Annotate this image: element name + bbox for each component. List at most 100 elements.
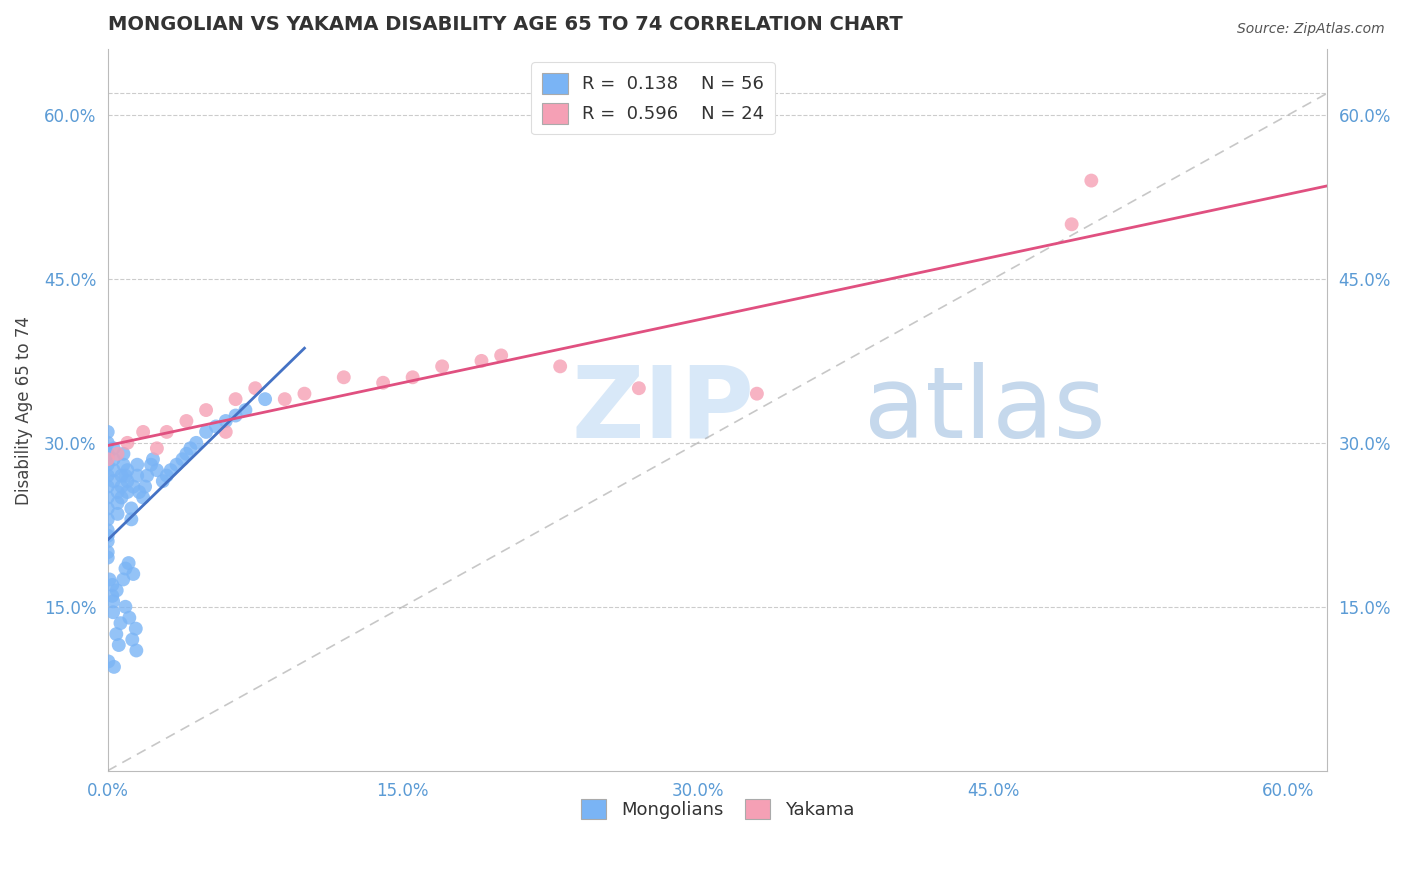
- Point: [103, 452, 125, 467]
- Point: [107, 638, 129, 652]
- Point: [101, 605, 124, 619]
- Point: [146, 463, 169, 477]
- Point: [120, 501, 142, 516]
- Point: [101, 589, 124, 603]
- Point: [97, 501, 120, 516]
- Point: [127, 458, 149, 472]
- Point: [97, 534, 120, 549]
- Text: atlas: atlas: [863, 361, 1105, 458]
- Point: [121, 632, 143, 647]
- Text: ZIP: ZIP: [571, 361, 754, 458]
- Point: [333, 370, 356, 384]
- Point: [97, 468, 120, 483]
- Text: MONGOLIAN VS YAKAMA DISABILITY AGE 65 TO 74 CORRELATION CHART: MONGOLIAN VS YAKAMA DISABILITY AGE 65 TO…: [108, 15, 903, 34]
- Point: [128, 485, 150, 500]
- Point: [195, 403, 218, 417]
- Point: [114, 599, 136, 614]
- Point: [1080, 173, 1102, 187]
- Point: [97, 512, 120, 526]
- Point: [112, 573, 135, 587]
- Point: [235, 403, 257, 417]
- Point: [152, 474, 174, 488]
- Point: [97, 479, 120, 493]
- Point: [117, 435, 139, 450]
- Point: [103, 442, 125, 456]
- Point: [371, 376, 394, 390]
- Point: [103, 660, 125, 674]
- Point: [107, 485, 129, 500]
- Point: [215, 425, 238, 439]
- Point: [117, 485, 139, 500]
- Point: [274, 392, 297, 406]
- Point: [97, 447, 120, 461]
- Point: [114, 561, 136, 575]
- Point: [430, 359, 453, 374]
- Point: [122, 479, 145, 493]
- Legend: Mongolians, Yakama: Mongolians, Yakama: [574, 791, 862, 827]
- Point: [132, 491, 155, 505]
- Point: [101, 594, 124, 608]
- Point: [254, 392, 277, 406]
- Point: [489, 348, 512, 362]
- Point: [125, 643, 148, 657]
- Point: [110, 468, 132, 483]
- Point: [294, 386, 316, 401]
- Point: [114, 468, 136, 483]
- Point: [97, 523, 120, 537]
- Point: [110, 491, 132, 505]
- Point: [125, 622, 148, 636]
- Point: [107, 496, 129, 510]
- Y-axis label: Disability Age 65 to 74: Disability Age 65 to 74: [15, 316, 32, 505]
- Point: [156, 425, 179, 439]
- Text: Source: ZipAtlas.com: Source: ZipAtlas.com: [1237, 22, 1385, 37]
- Point: [176, 447, 198, 461]
- Point: [159, 463, 181, 477]
- Point: [97, 545, 120, 559]
- Point: [146, 442, 169, 456]
- Point: [548, 359, 571, 374]
- Point: [97, 452, 120, 467]
- Point: [97, 550, 120, 565]
- Point: [132, 425, 155, 439]
- Point: [401, 370, 423, 384]
- Point: [107, 507, 129, 521]
- Point: [166, 458, 188, 472]
- Point: [97, 425, 120, 439]
- Point: [120, 512, 142, 526]
- Point: [97, 491, 120, 505]
- Point: [105, 583, 128, 598]
- Point: [122, 566, 145, 581]
- Point: [107, 447, 129, 461]
- Point: [627, 381, 650, 395]
- Point: [134, 479, 156, 493]
- Point: [205, 419, 228, 434]
- Point: [103, 463, 125, 477]
- Point: [97, 529, 120, 543]
- Point: [110, 616, 132, 631]
- Point: [225, 409, 247, 423]
- Point: [101, 578, 124, 592]
- Point: [105, 627, 128, 641]
- Point: [112, 458, 135, 472]
- Point: [118, 610, 141, 624]
- Point: [97, 458, 120, 472]
- Point: [139, 458, 162, 472]
- Point: [142, 452, 165, 467]
- Point: [97, 435, 120, 450]
- Point: [186, 435, 208, 450]
- Point: [172, 452, 194, 467]
- Point: [745, 386, 768, 401]
- Point: [103, 474, 125, 488]
- Point: [156, 468, 179, 483]
- Point: [117, 556, 139, 570]
- Point: [470, 354, 492, 368]
- Point: [195, 425, 218, 439]
- Point: [245, 381, 267, 395]
- Point: [225, 392, 247, 406]
- Point: [112, 447, 135, 461]
- Point: [117, 463, 139, 477]
- Point: [176, 414, 198, 428]
- Point: [1060, 217, 1083, 231]
- Point: [215, 414, 238, 428]
- Point: [98, 573, 121, 587]
